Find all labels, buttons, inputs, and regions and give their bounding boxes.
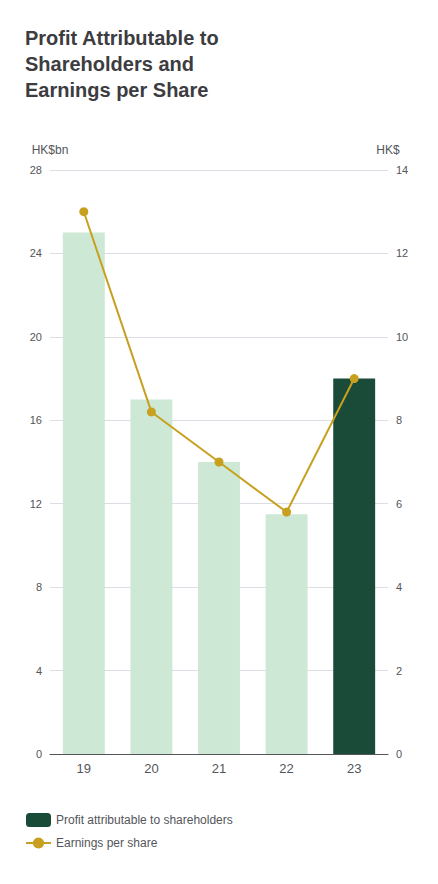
- svg-text:HK$bn: HK$bn: [32, 143, 69, 157]
- svg-text:21: 21: [212, 761, 226, 776]
- svg-text:19: 19: [77, 761, 91, 776]
- svg-text:12: 12: [30, 498, 42, 510]
- svg-text:0: 0: [396, 748, 402, 760]
- svg-text:HK$: HK$: [376, 143, 400, 157]
- svg-text:Earnings per share: Earnings per share: [56, 836, 158, 850]
- svg-text:4: 4: [36, 665, 42, 677]
- svg-text:16: 16: [30, 414, 42, 426]
- svg-text:8: 8: [396, 414, 402, 426]
- svg-text:Shareholders and: Shareholders and: [25, 53, 194, 75]
- svg-text:14: 14: [396, 164, 408, 176]
- svg-text:22: 22: [279, 761, 293, 776]
- svg-text:Profit attributable to shareho: Profit attributable to shareholders: [56, 813, 233, 827]
- svg-text:6: 6: [396, 498, 402, 510]
- svg-text:10: 10: [396, 331, 408, 343]
- svg-text:Profit Attributable to: Profit Attributable to: [25, 27, 219, 49]
- svg-text:Earnings per Share: Earnings per Share: [25, 79, 208, 101]
- svg-text:2: 2: [396, 665, 402, 677]
- svg-text:20: 20: [30, 331, 42, 343]
- svg-text:8: 8: [36, 581, 42, 593]
- svg-text:23: 23: [347, 761, 361, 776]
- svg-text:24: 24: [30, 247, 42, 259]
- svg-text:20: 20: [144, 761, 158, 776]
- svg-text:0: 0: [36, 748, 42, 760]
- svg-text:12: 12: [396, 247, 408, 259]
- svg-text:28: 28: [30, 164, 42, 176]
- svg-text:4: 4: [396, 581, 402, 593]
